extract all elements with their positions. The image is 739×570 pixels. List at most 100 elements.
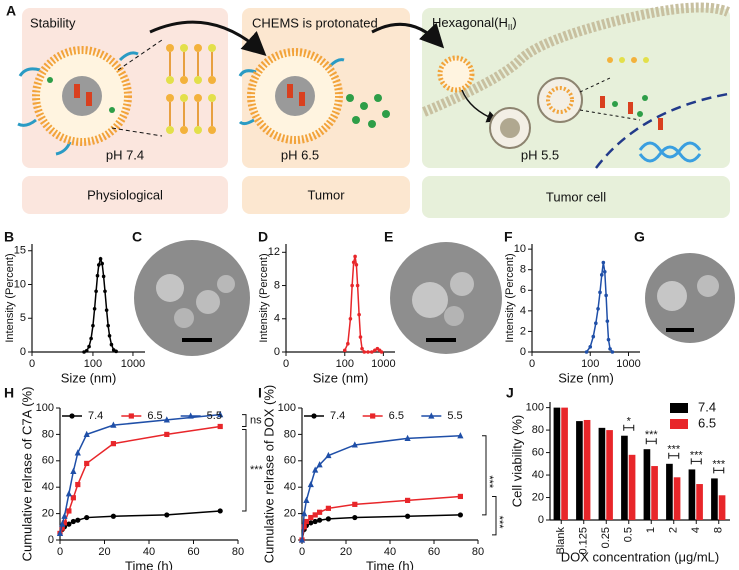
marker xyxy=(114,349,118,354)
x-tick-label: 0.5 xyxy=(623,527,635,542)
marker xyxy=(457,432,464,439)
line xyxy=(301,495,461,541)
marker xyxy=(350,283,354,288)
stage-title: CHEMS is protonated xyxy=(252,15,378,30)
y-tick-label: 60 xyxy=(284,455,296,467)
marker xyxy=(404,434,411,441)
y-tick-label: 4 xyxy=(520,305,526,317)
x-tick-label: 0 xyxy=(283,358,289,370)
y-tick-label: 60 xyxy=(42,455,54,467)
marker xyxy=(70,467,77,474)
legend-swatch xyxy=(670,419,688,429)
marker xyxy=(96,263,101,267)
y-tick-label: 10 xyxy=(14,278,26,290)
tem-image xyxy=(645,253,735,343)
panel-label: B xyxy=(4,229,14,245)
y-axis-label: Cumulative relrase of C7A (%) xyxy=(19,387,34,562)
y-tick-label: 4 xyxy=(274,313,280,325)
line xyxy=(83,256,117,353)
marker xyxy=(59,520,66,527)
annotation: ns xyxy=(250,414,262,426)
title-subscript: II xyxy=(508,23,512,32)
legend-label: 6.5 xyxy=(147,410,162,422)
bracket xyxy=(482,435,487,516)
marker xyxy=(75,517,81,523)
marker xyxy=(351,441,358,448)
bracket xyxy=(713,467,725,474)
nucleus xyxy=(595,92,729,169)
marker xyxy=(101,274,106,279)
marker xyxy=(91,323,95,328)
x-tick-label: 1 xyxy=(645,527,657,533)
x-tick-label: 1000 xyxy=(121,358,145,370)
marker xyxy=(366,350,370,354)
marker xyxy=(104,308,109,312)
marker xyxy=(110,513,116,519)
environment-box xyxy=(242,176,410,214)
marker xyxy=(301,524,307,530)
bar xyxy=(583,419,591,520)
marker xyxy=(303,496,310,503)
x-axis-label: Time (h) xyxy=(125,558,173,570)
panel-label: C xyxy=(132,229,142,245)
x-tick-label: 60 xyxy=(428,546,440,558)
bracket xyxy=(492,495,497,536)
marker xyxy=(61,512,68,519)
x-tick-label: 0 xyxy=(29,358,35,370)
marker xyxy=(601,260,606,265)
bar xyxy=(688,469,696,520)
membrane xyxy=(422,2,730,117)
y-tick-label: 8 xyxy=(520,264,526,276)
bilayer xyxy=(166,44,216,134)
y-tick-label: 40 xyxy=(284,481,296,493)
x-tick-label: 1000 xyxy=(371,358,395,370)
environment-label: Physiological xyxy=(87,187,163,202)
marker xyxy=(317,509,323,515)
y-tick-label: 80 xyxy=(532,424,544,436)
marker xyxy=(610,350,615,354)
x-axis-label: DOX concentration (μg/mL) xyxy=(561,549,720,564)
environment-box xyxy=(22,176,228,214)
y-tick-label: 6 xyxy=(520,284,526,296)
y-tick-label: 0 xyxy=(290,534,296,546)
bar xyxy=(598,427,606,520)
y-tick-label: 80 xyxy=(284,428,296,440)
x-tick-label: 60 xyxy=(187,546,199,558)
marker xyxy=(94,289,98,294)
ph-label: pH 7.4 xyxy=(106,147,144,162)
marker xyxy=(606,337,611,342)
y-tick-label: 20 xyxy=(42,508,54,520)
bracket xyxy=(668,452,680,459)
y-tick-label: 40 xyxy=(42,481,54,493)
bar xyxy=(553,407,561,520)
legend-marker xyxy=(311,413,317,419)
legend-marker xyxy=(428,412,435,419)
marker xyxy=(298,536,306,543)
y-tick-label: 0 xyxy=(538,514,544,526)
x-axis-label: Size (nm) xyxy=(61,370,117,385)
x-tick-label: 20 xyxy=(340,546,352,558)
bar xyxy=(696,484,703,520)
legend-marker xyxy=(128,413,134,419)
marker xyxy=(82,350,86,354)
marker xyxy=(357,312,361,317)
x-tick-label: 0 xyxy=(299,546,305,558)
y-tick-label: 100 xyxy=(278,402,296,414)
panel-label: J xyxy=(506,385,514,401)
vesicle xyxy=(500,118,520,138)
panel-label: H xyxy=(4,385,14,401)
marker xyxy=(405,513,411,519)
stage-title: Stability xyxy=(30,15,76,30)
line xyxy=(344,256,383,353)
bracket xyxy=(645,438,657,445)
y-tick-label: 40 xyxy=(532,469,544,481)
marker xyxy=(109,342,114,347)
y-tick-label: 15 xyxy=(14,245,26,257)
y-axis-label: Cell viability (%) xyxy=(509,415,524,507)
marker xyxy=(351,260,356,265)
legend-swatch xyxy=(670,403,688,413)
marker xyxy=(602,269,607,274)
marker xyxy=(70,495,76,501)
x-tick-label: 40 xyxy=(143,546,155,558)
marker xyxy=(352,501,358,507)
